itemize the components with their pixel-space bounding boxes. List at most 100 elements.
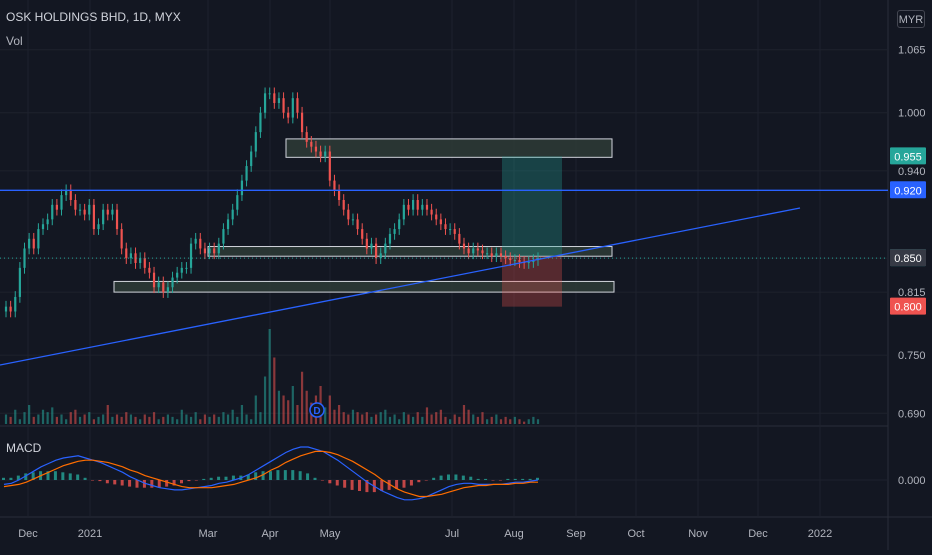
candle-body[interactable] [365, 238, 368, 249]
candle-body[interactable] [421, 204, 424, 210]
candle-body[interactable] [245, 166, 248, 181]
candle-body[interactable] [425, 204, 429, 210]
candle-body[interactable] [4, 306, 8, 312]
supply-demand-zone[interactable] [113, 280, 615, 293]
candle-body[interactable] [143, 258, 146, 268]
candle-body[interactable] [134, 253, 137, 264]
candle-body[interactable] [51, 204, 54, 220]
candle-body[interactable] [78, 209, 82, 211]
candle-body[interactable] [407, 204, 410, 210]
candle-body[interactable] [430, 209, 433, 215]
candle-body[interactable] [458, 233, 461, 244]
candle-body[interactable] [374, 243, 378, 259]
candle-body[interactable] [199, 238, 202, 249]
candle-body[interactable] [287, 112, 290, 118]
candle-body[interactable] [217, 243, 220, 254]
candle-body[interactable] [213, 248, 216, 254]
candle-body[interactable] [194, 238, 197, 244]
candle-body[interactable] [46, 219, 49, 225]
candle-body[interactable] [226, 219, 230, 230]
candle-body[interactable] [384, 243, 387, 254]
candle-body[interactable] [379, 253, 382, 259]
candle-body[interactable] [490, 253, 493, 257]
candle-body[interactable] [125, 248, 128, 259]
candle-body[interactable] [115, 209, 119, 230]
candle-body[interactable] [527, 262, 530, 264]
position-target-area[interactable] [502, 156, 562, 257]
candle-body[interactable] [444, 224, 447, 230]
candle-body[interactable] [342, 199, 345, 210]
candle-body[interactable] [41, 224, 45, 230]
candle-body[interactable] [282, 98, 285, 113]
candle-body[interactable] [83, 209, 86, 215]
candle-body[interactable] [268, 93, 271, 95]
candle-body[interactable] [203, 248, 207, 254]
candle-body[interactable] [65, 190, 68, 196]
candle-body[interactable] [393, 229, 396, 234]
candle-body[interactable] [231, 209, 234, 220]
candle-body[interactable] [310, 141, 313, 147]
candle-body[interactable] [328, 151, 331, 181]
candle-body[interactable] [102, 209, 105, 225]
candle-body[interactable] [532, 260, 535, 263]
candle-body[interactable] [208, 248, 211, 254]
volume-label[interactable]: Vol [6, 34, 23, 48]
candle-body[interactable] [370, 243, 373, 249]
candle-body[interactable] [411, 199, 415, 210]
candle-body[interactable] [518, 260, 521, 263]
candle-body[interactable] [129, 253, 133, 259]
candle-body[interactable] [106, 209, 109, 215]
candle-body[interactable] [472, 248, 475, 254]
candle-body[interactable] [435, 214, 438, 220]
candle-body[interactable] [402, 204, 405, 220]
candle-body[interactable] [347, 209, 350, 220]
candle-body[interactable] [97, 224, 100, 230]
signal-line[interactable] [3, 450, 538, 498]
candle-body[interactable] [481, 250, 484, 254]
supply-demand-zone[interactable] [285, 138, 613, 158]
candle-body[interactable] [9, 306, 12, 312]
candle-body[interactable] [14, 296, 17, 312]
position-stop-area[interactable] [502, 256, 562, 307]
currency-badge[interactable]: MYR [897, 10, 925, 28]
candle-body[interactable] [18, 267, 21, 297]
candle-body[interactable] [513, 260, 516, 262]
candle-body[interactable] [453, 229, 456, 234]
candle-body[interactable] [333, 180, 336, 191]
candle-body[interactable] [185, 267, 188, 269]
candle-body[interactable] [504, 256, 507, 259]
candle-body[interactable] [388, 233, 392, 244]
candle-body[interactable] [319, 151, 322, 157]
candle-body[interactable] [171, 277, 174, 288]
candle-body[interactable] [509, 258, 512, 261]
candle-body[interactable] [486, 253, 489, 255]
candle-body[interactable] [449, 229, 452, 231]
candle-body[interactable] [92, 204, 95, 230]
candle-body[interactable] [166, 287, 170, 293]
candle-body[interactable] [351, 219, 355, 221]
candle-body[interactable] [296, 98, 299, 113]
candle-body[interactable] [277, 98, 281, 104]
candle-body[interactable] [180, 267, 183, 273]
candle-body[interactable] [356, 219, 359, 230]
candle-body[interactable] [28, 238, 31, 249]
candle-body[interactable] [337, 190, 341, 200]
candle-body[interactable] [263, 93, 267, 113]
candle-body[interactable] [324, 151, 327, 157]
candle-body[interactable] [32, 238, 35, 249]
candle-body[interactable] [111, 209, 114, 215]
candle-body[interactable] [152, 272, 156, 288]
candle-body[interactable] [148, 267, 151, 273]
candle-body[interactable] [222, 229, 225, 244]
candle-body[interactable] [416, 199, 419, 210]
candle-body[interactable] [467, 248, 470, 254]
candle-body[interactable] [189, 243, 193, 268]
candle-body[interactable] [499, 253, 503, 257]
candle-body[interactable] [361, 229, 364, 239]
candle-body[interactable] [300, 112, 304, 133]
macd-label[interactable]: MACD [6, 441, 42, 455]
symbol-title[interactable]: OSK HOLDINGS BHD, 1D, MYX [6, 10, 181, 24]
candle-body[interactable] [495, 253, 498, 257]
